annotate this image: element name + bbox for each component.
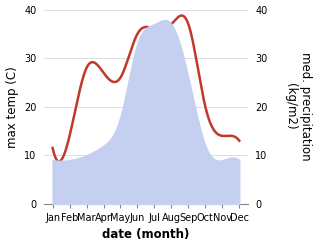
Y-axis label: med. precipitation
(kg/m2): med. precipitation (kg/m2) bbox=[284, 52, 313, 161]
X-axis label: date (month): date (month) bbox=[102, 228, 190, 242]
Y-axis label: max temp (C): max temp (C) bbox=[5, 66, 18, 148]
